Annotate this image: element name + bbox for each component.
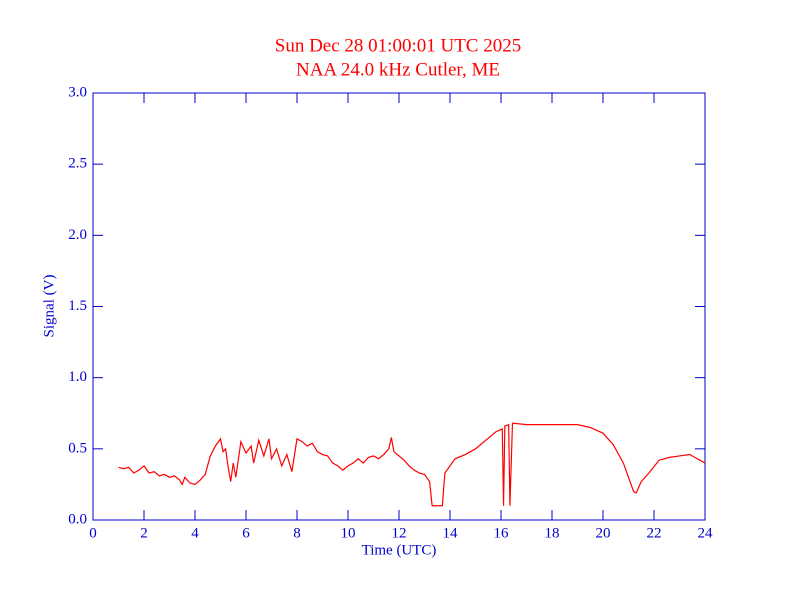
x-tick-label: 6	[242, 525, 250, 541]
x-tick-label: 16	[494, 525, 510, 541]
y-tick-label: 0.5	[68, 440, 87, 456]
y-tick-label: 2.0	[68, 227, 87, 243]
chart-subtitle: NAA 24.0 kHz Cutler, ME	[296, 59, 500, 80]
chart-title: Sun Dec 28 01:00:01 UTC 2025	[275, 35, 521, 56]
x-tick-label: 12	[392, 525, 407, 541]
x-axis-label: Time (UTC)	[362, 542, 437, 558]
y-tick-label: 1.5	[68, 298, 87, 314]
y-tick-label: 1.0	[68, 369, 87, 385]
x-tick-label: 2	[140, 525, 148, 541]
signal-line	[118, 422, 706, 507]
y-axis-label: Signal (V)	[41, 275, 57, 338]
x-tick-label: 20	[596, 525, 611, 541]
y-tick-label: 3.0	[68, 84, 87, 100]
x-tick-label: 14	[443, 525, 459, 541]
x-tick-label: 0	[89, 525, 97, 541]
x-tick-label: 4	[191, 525, 199, 541]
x-tick-label: 18	[545, 525, 560, 541]
x-tick-label: 24	[698, 525, 714, 541]
y-tick-label: 0.0	[68, 511, 87, 527]
x-tick-label: 8	[293, 525, 301, 541]
x-tick-label: 10	[341, 525, 356, 541]
x-tick-label: 22	[647, 525, 662, 541]
y-tick-label: 2.5	[68, 156, 87, 172]
